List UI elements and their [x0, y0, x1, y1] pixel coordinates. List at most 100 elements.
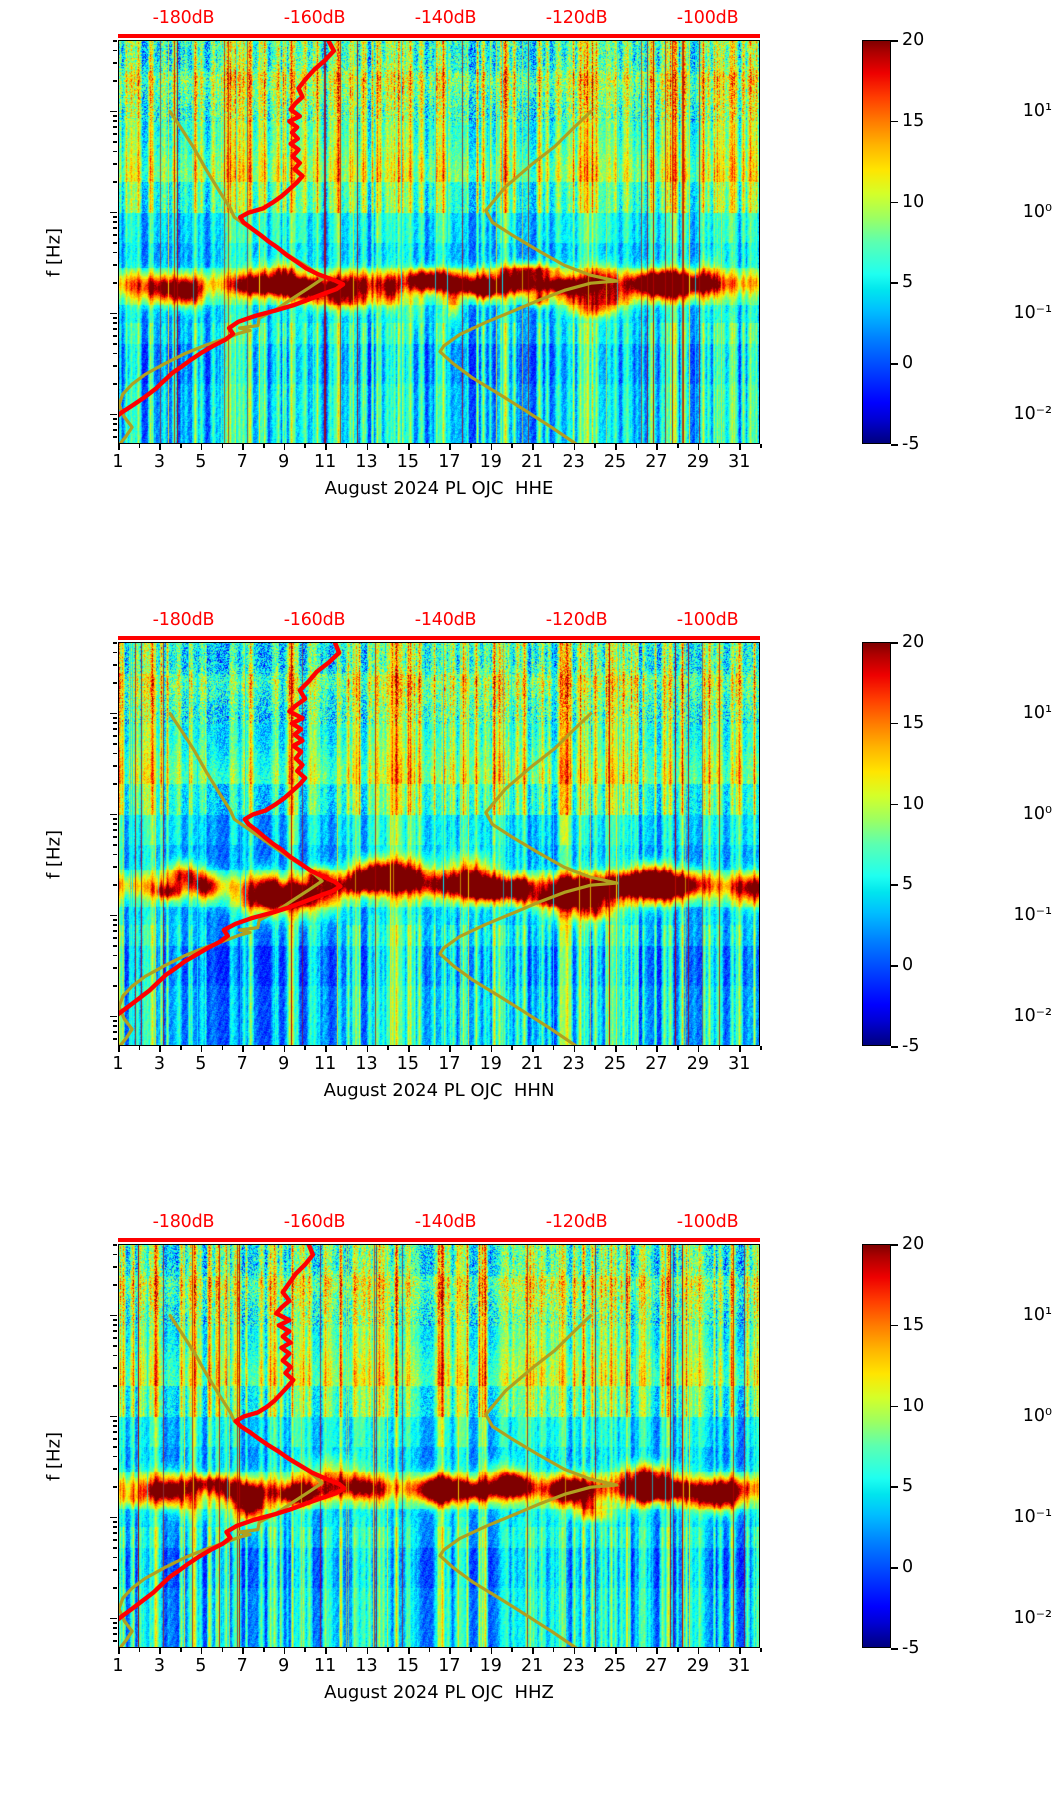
colorbar-ticklabel: 0: [902, 353, 914, 374]
y-tick-minor: [113, 818, 117, 820]
y-tick-minor: [113, 1539, 117, 1541]
top-db-ticklabel: -180dB: [152, 1212, 215, 1232]
x-ticklabel: 19: [479, 452, 502, 472]
x-tick-minor: [138, 1648, 141, 1652]
x-tick-minor: [635, 1648, 638, 1652]
x-tick: [490, 1046, 493, 1052]
y-tick-minor: [113, 282, 117, 284]
y-tick-minor: [113, 717, 117, 719]
colorbar-tick: [891, 40, 898, 42]
y-tick-minor: [113, 1526, 117, 1528]
y-tick-minor: [113, 728, 117, 730]
y-tick-minor: [113, 945, 117, 947]
y-tick-minor: [113, 1640, 117, 1642]
x-tick: [283, 444, 286, 450]
x-axis-title: August 2024 PL OJC HHN: [323, 1080, 555, 1101]
x-tick-minor: [594, 1648, 596, 1652]
x-tick: [200, 444, 203, 450]
x-tick: [573, 1648, 576, 1654]
x-ticklabel: 5: [195, 452, 207, 472]
spectrogram-axes: [118, 1244, 760, 1648]
x-tick: [118, 1046, 120, 1052]
y-tick: [110, 1015, 117, 1018]
y-tick-minor: [113, 930, 117, 932]
colorbar: [862, 1244, 891, 1648]
noise-model-high-curve: [438, 1314, 619, 1647]
y-tick-minor: [113, 651, 117, 654]
y-tick-minor: [113, 823, 117, 825]
y-tick-minor: [113, 967, 117, 969]
y-tick-minor: [113, 752, 117, 755]
x-tick-minor: [470, 444, 472, 448]
x-tick-minor: [718, 444, 721, 448]
spectrogram-raster: [119, 1245, 759, 1647]
colorbar-ticklabel: 20: [902, 1234, 925, 1254]
x-tick-minor: [470, 1046, 472, 1050]
colorbar-tick: [891, 1324, 898, 1327]
x-tick-minor: [180, 444, 182, 448]
colorbar-ticklabel: 0: [902, 955, 914, 976]
x-ticklabel: 25: [603, 452, 627, 472]
colorbar-tick: [891, 201, 898, 204]
top-db-ticklabel: -160dB: [283, 610, 346, 630]
top-red-spine: [118, 34, 760, 38]
y-tick-minor: [113, 1425, 117, 1427]
noise-model-high-curve: [438, 110, 619, 443]
top-db-ticklabel: -180dB: [152, 610, 215, 630]
y-tick-minor: [113, 62, 117, 64]
x-tick: [242, 1046, 244, 1052]
x-ticklabel: 7: [236, 1656, 248, 1676]
spectrogram-axes: [118, 642, 760, 1046]
x-ticklabel: 19: [479, 1054, 502, 1074]
colorbar-ticklabel: 15: [902, 1314, 925, 1335]
y-tick-minor: [113, 227, 117, 229]
y-tick-minor: [113, 924, 117, 926]
y-tick-minor: [113, 1385, 117, 1387]
y-tick-minor: [113, 418, 117, 420]
x-ticklabel: 27: [645, 1656, 668, 1676]
x-ticklabel: 11: [313, 1656, 337, 1676]
x-tick-minor: [262, 1648, 265, 1652]
colorbar-tick: [891, 1046, 898, 1048]
x-ticklabel: 5: [195, 1656, 207, 1676]
y-tick-minor: [113, 1556, 117, 1559]
colorbar-ticklabel: 5: [902, 874, 914, 895]
x-tick-minor: [138, 1046, 141, 1050]
y-tick: [110, 1617, 117, 1620]
x-tick: [573, 1046, 576, 1052]
x-tick: [697, 444, 700, 450]
x-tick: [283, 1046, 286, 1052]
colorbar-tick: [891, 120, 898, 123]
y-tick-minor: [113, 115, 117, 117]
y-tick-minor: [113, 1284, 117, 1286]
average-psd-curve: [119, 41, 346, 418]
x-tick: [325, 444, 327, 450]
spectrogram-raster: [119, 41, 759, 443]
x-tick: [573, 444, 576, 450]
y-tick-minor: [113, 1319, 117, 1321]
y-tick-minor: [113, 141, 117, 143]
y-tick-minor: [113, 163, 117, 165]
y-tick-minor: [113, 1569, 117, 1571]
x-tick: [697, 1648, 700, 1654]
x-tick-minor: [718, 1046, 721, 1050]
y-tick-minor: [113, 829, 117, 831]
x-tick-minor: [552, 444, 555, 448]
colorbar-ticklabel: 20: [902, 30, 925, 50]
colorbar-ticklabel: 15: [902, 712, 925, 733]
x-tick-minor: [760, 1648, 762, 1652]
x-tick: [449, 1648, 451, 1654]
top-db-ticklabel: -100dB: [676, 610, 739, 630]
x-tick-minor: [635, 1046, 638, 1050]
colorbar-ticklabel: 10: [902, 1395, 925, 1416]
y-tick-minor: [113, 1020, 117, 1022]
y-ticklabel: 10¹: [1022, 1304, 1052, 1325]
colorbar-tick: [891, 642, 898, 644]
noise-model-low-curve: [119, 1314, 324, 1647]
x-tick: [615, 1046, 617, 1052]
x-ticklabel: 17: [438, 1656, 461, 1676]
y-tick: [110, 712, 117, 715]
x-tick-minor: [262, 1046, 265, 1050]
colorbar-ticklabel: -5: [902, 434, 920, 454]
x-tick-minor: [304, 1046, 306, 1050]
